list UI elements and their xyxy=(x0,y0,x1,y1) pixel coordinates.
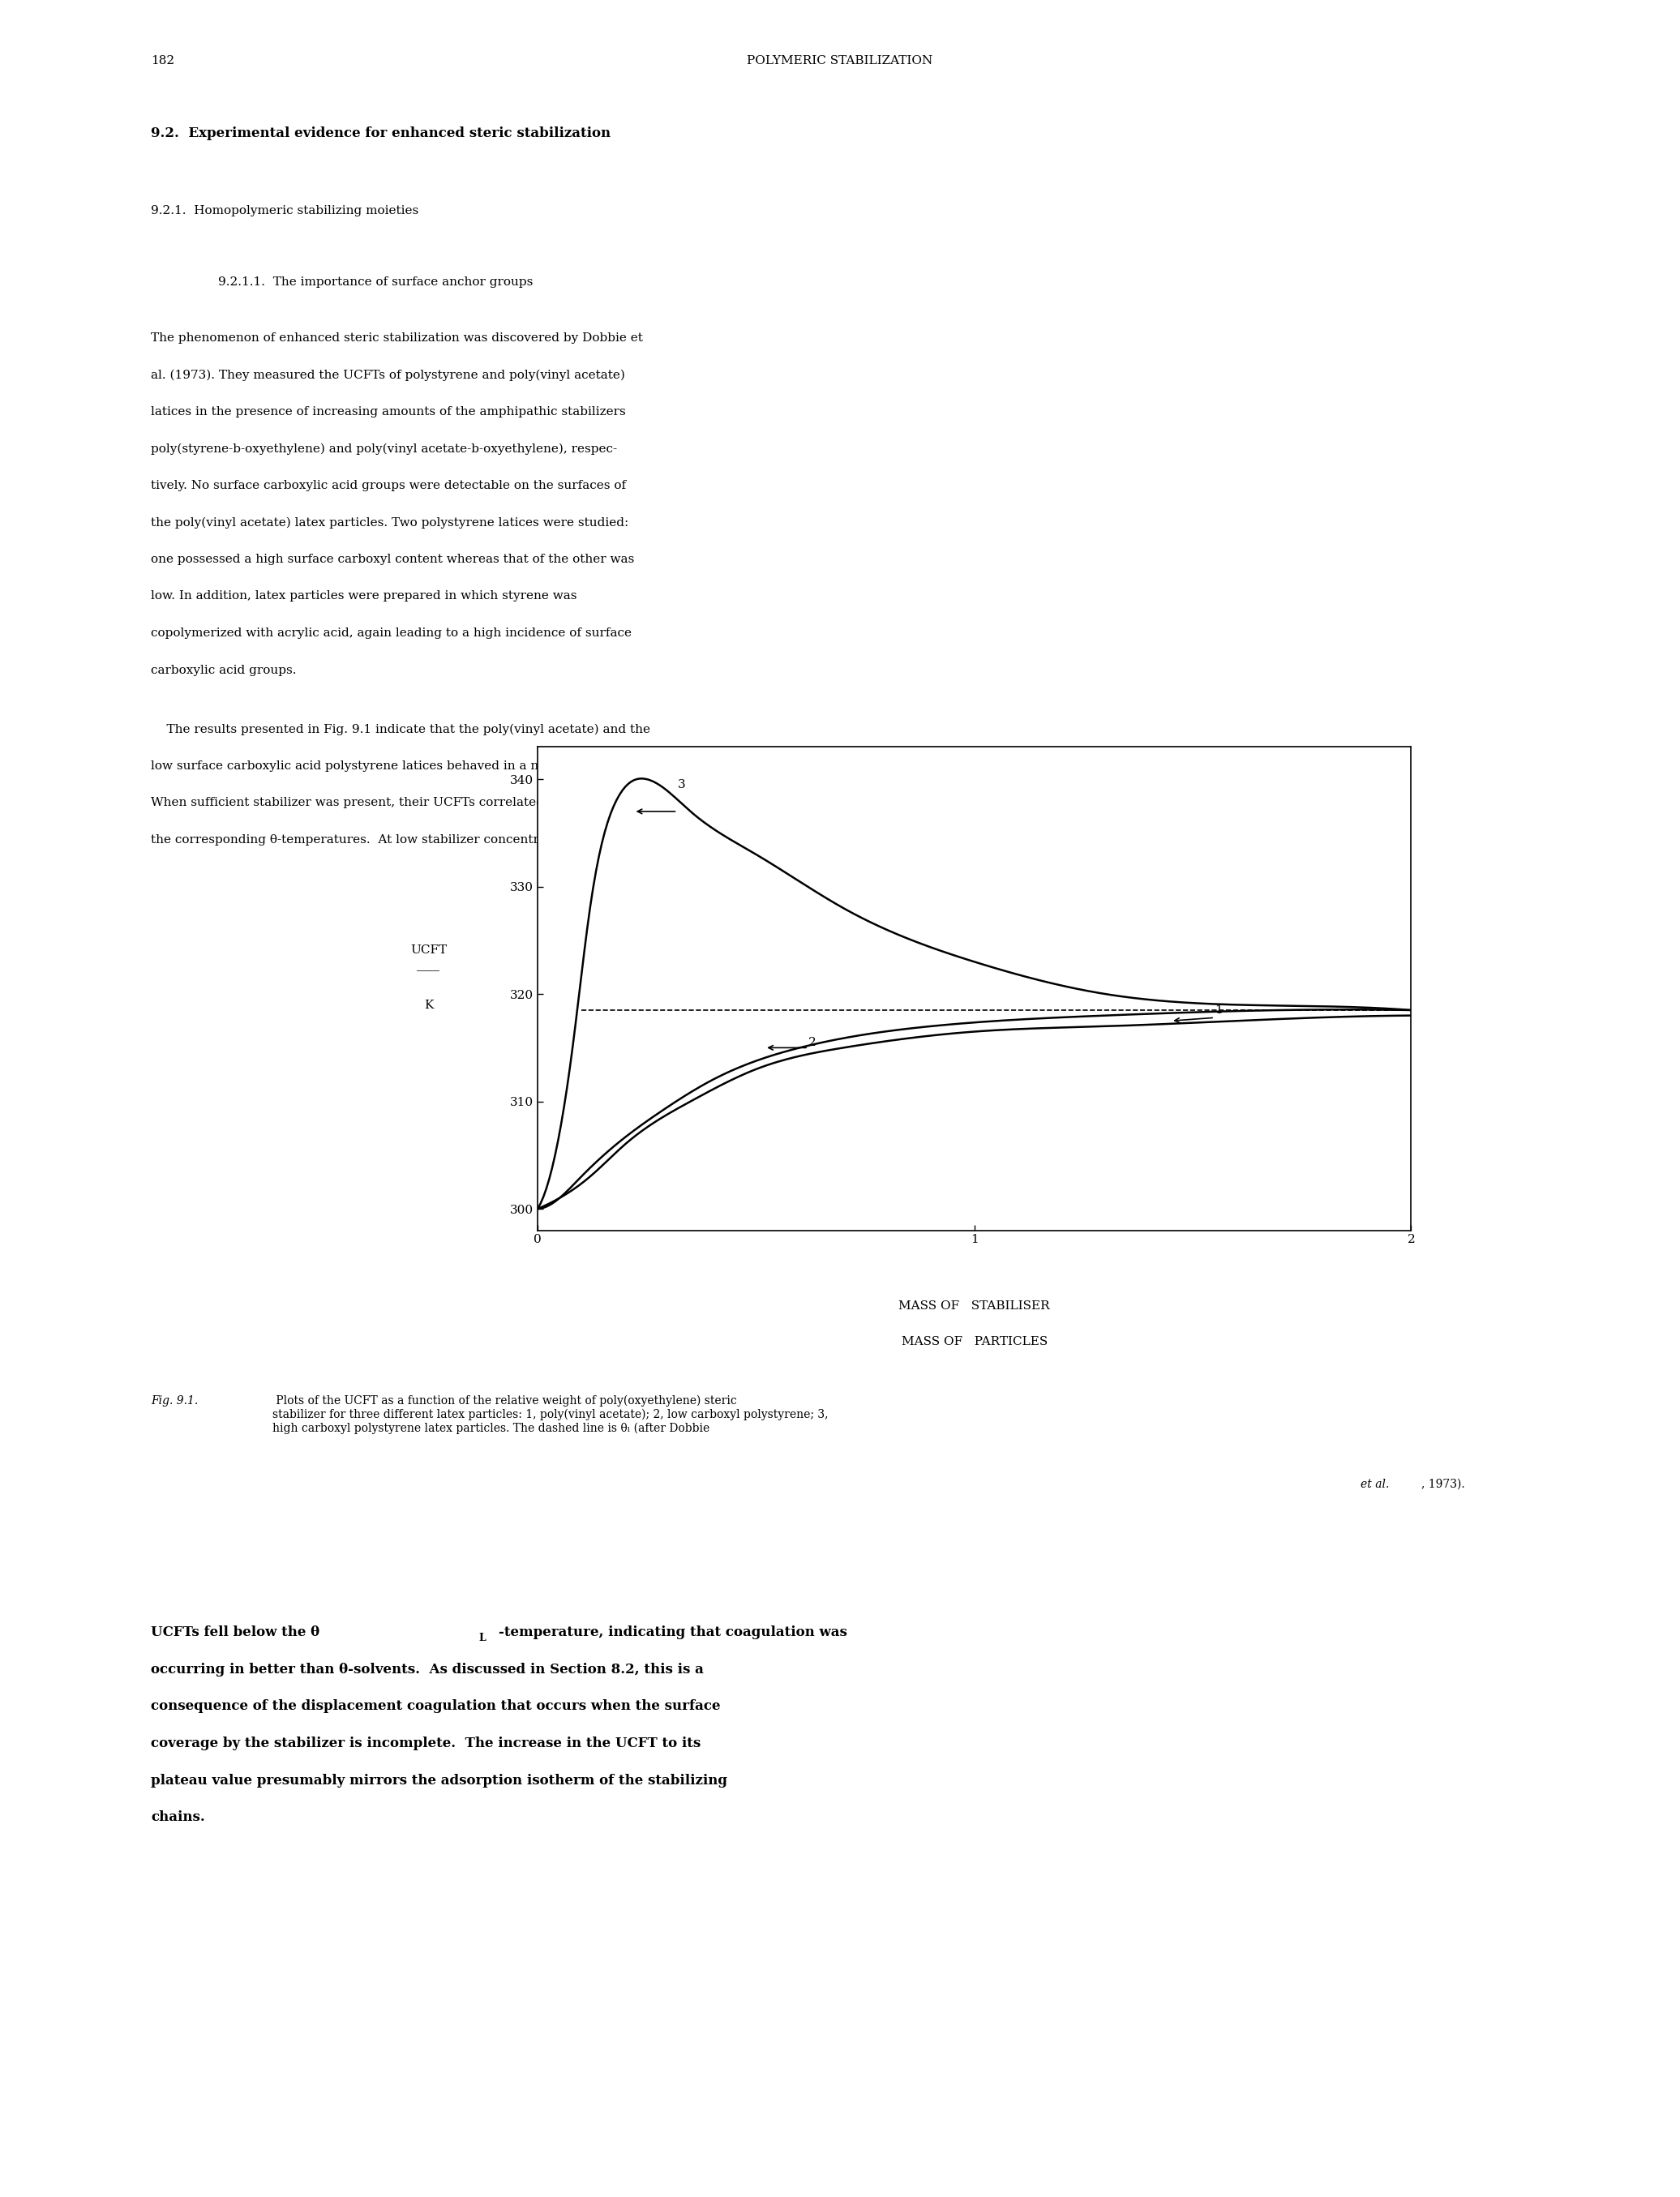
Text: When sufficient stabilizer was present, their UCFTs correlated strongly with: When sufficient stabilizer was present, … xyxy=(151,798,632,808)
Text: UCFTs fell below the θ: UCFTs fell below the θ xyxy=(151,1626,319,1639)
Text: coverage by the stabilizer is incomplete.  The increase in the UCFT to its: coverage by the stabilizer is incomplete… xyxy=(151,1736,701,1751)
Text: MASS OF   STABILISER: MASS OF STABILISER xyxy=(899,1301,1050,1312)
Text: et al.: et al. xyxy=(1361,1479,1389,1490)
Text: K: K xyxy=(423,1000,433,1011)
Text: 182: 182 xyxy=(151,55,175,66)
Text: L: L xyxy=(479,1632,486,1643)
Text: al. (1973). They measured the UCFTs of polystyrene and poly(vinyl acetate): al. (1973). They measured the UCFTs of p… xyxy=(151,369,625,380)
Text: The results presented in Fig. 9.1 indicate that the poly(vinyl acetate) and the: The results presented in Fig. 9.1 indica… xyxy=(151,723,650,736)
Text: carboxylic acid groups.: carboxylic acid groups. xyxy=(151,663,297,677)
Text: occurring in better than θ-solvents.  As discussed in Section 8.2, this is a: occurring in better than θ-solvents. As … xyxy=(151,1663,704,1676)
Text: low. In addition, latex particles were prepared in which styrene was: low. In addition, latex particles were p… xyxy=(151,591,578,602)
Text: 3: 3 xyxy=(677,780,685,791)
Text: 9.2.1.1.  The importance of surface anchor groups: 9.2.1.1. The importance of surface ancho… xyxy=(218,277,533,288)
Text: low surface carboxylic acid polystyrene latices behaved in a normal fashion.: low surface carboxylic acid polystyrene … xyxy=(151,760,628,771)
Text: consequence of the displacement coagulation that occurs when the surface: consequence of the displacement coagulat… xyxy=(151,1700,721,1714)
Text: UCFT: UCFT xyxy=(410,945,447,956)
Text: ____: ____ xyxy=(417,960,440,971)
Text: 1: 1 xyxy=(1215,1004,1223,1015)
Text: the corresponding θ-temperatures.  At low stabilizer concentration, the: the corresponding θ-temperatures. At low… xyxy=(151,835,600,846)
Text: MASS OF   PARTICLES: MASS OF PARTICLES xyxy=(902,1336,1047,1347)
Text: The phenomenon of enhanced steric stabilization was discovered by Dobbie et: The phenomenon of enhanced steric stabil… xyxy=(151,332,643,343)
Text: plateau value presumably mirrors the adsorption isotherm of the stabilizing: plateau value presumably mirrors the ads… xyxy=(151,1773,727,1786)
Text: tively. No surface carboxylic acid groups were detectable on the surfaces of: tively. No surface carboxylic acid group… xyxy=(151,479,627,492)
Text: poly(styrene-b-oxyethylene) and poly(vinyl acetate-b-oxyethylene), respec-: poly(styrene-b-oxyethylene) and poly(vin… xyxy=(151,444,618,455)
Text: -temperature, indicating that coagulation was: -temperature, indicating that coagulatio… xyxy=(499,1626,847,1639)
Text: chains.: chains. xyxy=(151,1810,205,1824)
Text: one possessed a high surface carboxyl content whereas that of the other was: one possessed a high surface carboxyl co… xyxy=(151,554,635,565)
Text: , 1973).: , 1973). xyxy=(1421,1479,1465,1490)
Text: Fig. 9.1.: Fig. 9.1. xyxy=(151,1395,198,1406)
Text: copolymerized with acrylic acid, again leading to a high incidence of surface: copolymerized with acrylic acid, again l… xyxy=(151,628,632,639)
Text: 9.2.  Experimental evidence for enhanced steric stabilization: 9.2. Experimental evidence for enhanced … xyxy=(151,125,612,141)
Text: 2: 2 xyxy=(808,1037,816,1048)
Text: the poly(vinyl acetate) latex particles. Two polystyrene latices were studied:: the poly(vinyl acetate) latex particles.… xyxy=(151,516,628,529)
Text: latices in the presence of increasing amounts of the amphipathic stabilizers: latices in the presence of increasing am… xyxy=(151,406,627,417)
Text: POLYMERIC STABILIZATION: POLYMERIC STABILIZATION xyxy=(748,55,932,66)
Text: Plots of the UCFT as a function of the relative weight of poly(oxyethylene) ster: Plots of the UCFT as a function of the r… xyxy=(272,1395,828,1435)
Text: 9.2.1.  Homopolymeric stabilizing moieties: 9.2.1. Homopolymeric stabilizing moietie… xyxy=(151,204,418,218)
